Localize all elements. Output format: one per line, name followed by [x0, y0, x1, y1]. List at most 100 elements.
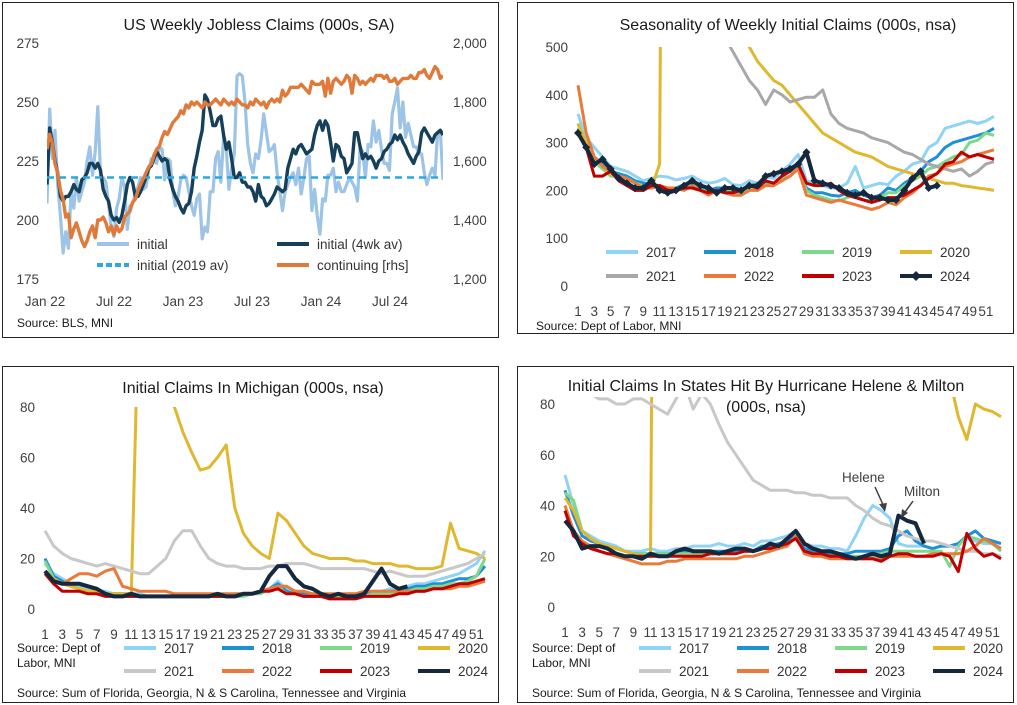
x-tick-label: 43: [400, 627, 415, 642]
x-tick-label: Jul 23: [234, 294, 270, 309]
data-point-2024: [802, 148, 811, 157]
y-tick-label-left: 275: [16, 36, 39, 51]
legend-label-4: 2021: [679, 664, 709, 679]
data-point-2024: [851, 191, 860, 200]
x-tick-label: 45: [417, 627, 432, 642]
x-tick-label: 33: [832, 304, 847, 319]
x-tick-label: 15: [685, 304, 700, 319]
x-tick-label: 31: [815, 304, 830, 319]
x-tick-label: 29: [279, 627, 294, 642]
y-tick-label-right: 1,800: [453, 95, 487, 110]
data-point-2024: [712, 188, 721, 197]
chart-source-note: Source: Sum of Florida, Georgia, N & S C…: [17, 686, 406, 700]
x-tick-label: 31: [814, 625, 829, 640]
chart-source-line2: Labor, MNI: [17, 656, 76, 670]
seasonality-chart-panel: Seasonality of Weekly Initial Claims (00…: [517, 2, 1014, 334]
x-tick-label: 23: [746, 625, 761, 640]
legend-label-2: 2019: [842, 245, 872, 260]
x-tick-label: 33: [831, 625, 846, 640]
legend-label-6: 2023: [842, 269, 872, 284]
x-tick-label: 35: [331, 627, 346, 642]
x-tick-label: 31: [296, 627, 311, 642]
data-point-2024: [835, 184, 843, 192]
x-tick-label: 37: [864, 304, 879, 319]
legend-label-1: 2018: [744, 245, 774, 260]
data-point-2024: [875, 193, 884, 202]
legend-label-0: 2017: [646, 245, 676, 260]
x-tick-label: Jan 24: [301, 294, 342, 309]
data-point-2024: [737, 186, 746, 195]
legend-label-3: 2020: [973, 641, 1003, 656]
x-tick-label: 17: [694, 625, 709, 640]
x-tick-label: 47: [951, 625, 966, 640]
jobless-claims-chart-panel: US Weekly Jobless Claims (000s, SA) Sour…: [2, 2, 499, 338]
x-tick-label: 21: [734, 304, 749, 319]
x-tick-label: 7: [613, 625, 621, 640]
data-point-2024: [598, 155, 607, 164]
data-point-2024: [818, 179, 827, 188]
y-tick-label: 400: [545, 88, 568, 103]
chart-title: US Weekly Jobless Claims (000s, SA): [124, 17, 395, 34]
chart-source: Source: BLS, MNI: [17, 316, 113, 330]
plot-area: [43, 407, 487, 601]
data-point-2024: [663, 188, 672, 197]
data-point-2024: [720, 184, 729, 192]
annotation-milton: Milton: [904, 484, 940, 499]
data-point-2024: [916, 167, 925, 176]
plot-area: [563, 397, 1002, 573]
x-tick-label: 47: [946, 304, 961, 319]
series-line-2021: [43, 529, 486, 578]
series-line-2024: [563, 513, 926, 561]
legend-label-2: 2019: [875, 641, 905, 656]
x-tick-label: 7: [623, 304, 631, 319]
data-point-2024: [606, 164, 615, 173]
y-tick-label: 500: [545, 40, 568, 55]
data-point-2024: [696, 181, 705, 190]
legend-label-1: initial (4wk av): [317, 237, 403, 252]
data-point-2024: [647, 176, 656, 185]
x-tick-label: 9: [630, 625, 638, 640]
x-tick-label: 41: [897, 304, 912, 319]
x-tick-label: 25: [766, 304, 781, 319]
legend-label-5: 2022: [777, 664, 807, 679]
series-line-2017: [576, 113, 995, 190]
y-tick-label: 0: [560, 279, 568, 294]
x-tick-label: 49: [968, 625, 983, 640]
data-point-2024: [867, 193, 876, 202]
legend-label-3: 2020: [458, 641, 488, 656]
legend-label-6: 2023: [360, 664, 390, 679]
chart-title: Initial Claims In Michigan (000s, nsa): [122, 380, 383, 397]
legend-label-0: 2017: [164, 641, 194, 656]
x-tick-label: 35: [848, 625, 863, 640]
x-tick-label: 49: [962, 304, 977, 319]
x-tick-label: 33: [314, 627, 329, 642]
x-tick-label: 9: [639, 304, 647, 319]
x-tick-label: 15: [158, 627, 173, 642]
y-tick-label: 80: [540, 397, 555, 412]
data-point-2024: [859, 188, 868, 197]
x-tick-label: 51: [985, 625, 1000, 640]
x-tick-label: 1: [574, 304, 582, 319]
y-tick-label-right: 1,200: [453, 272, 487, 287]
series-line-2021: [728, 47, 995, 178]
legend-label-1: 2018: [777, 641, 807, 656]
hurricane-chart-panel: Initial Claims In States Hit By Hurrican…: [517, 366, 1014, 703]
x-tick-label: 21: [728, 625, 743, 640]
annotation-arrowhead-milton: [901, 509, 908, 518]
y-tick-label: 20: [20, 552, 35, 567]
x-tick-label: 5: [595, 625, 603, 640]
x-tick-label: 25: [245, 627, 260, 642]
x-tick-label: 11: [124, 627, 138, 642]
x-tick-label: 43: [913, 304, 928, 319]
x-tick-label: Jul 24: [372, 294, 409, 309]
x-tick-label: 41: [383, 627, 398, 642]
data-point-2024: [777, 167, 786, 176]
data-point-2024: [655, 186, 664, 195]
data-point-2024: [810, 176, 819, 185]
x-tick-label: 23: [227, 627, 242, 642]
chart-title-line1: Initial Claims In States Hit By Hurrican…: [568, 378, 965, 395]
legend-label-3: 2020: [940, 245, 970, 260]
series-line-2020: [44, 407, 486, 596]
y-tick-label: 60: [540, 448, 555, 463]
series-line-2024: [43, 564, 408, 599]
